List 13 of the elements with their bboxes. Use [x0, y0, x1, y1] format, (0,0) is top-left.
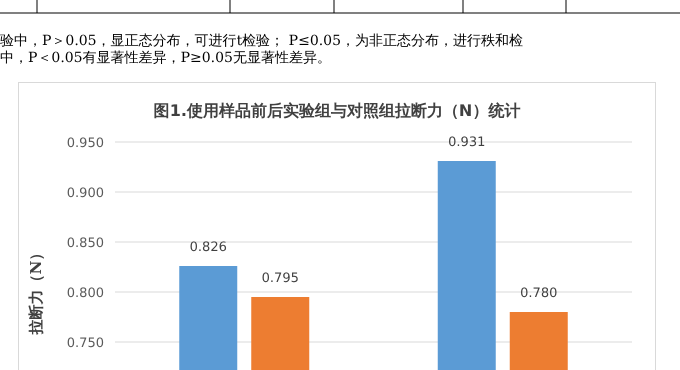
data-label: 0.795: [262, 271, 299, 286]
data-label: 0.780: [520, 286, 558, 301]
y-axis-title: 拉断力（N）: [27, 246, 45, 336]
y-tick-label: 0.850: [66, 236, 104, 251]
y-tick-label: 0.950: [66, 136, 104, 151]
text: 验中，P＞0.05，显正态分布，可进行t检验； P≤0.05，为非正态分布，进行秩和检: [0, 33, 523, 49]
y-tick-label: 0.900: [66, 186, 104, 201]
y-tick-label: 0.750: [66, 336, 104, 351]
data-label: 0.931: [448, 135, 486, 150]
data-label: 0.826: [190, 240, 227, 255]
y-tick-label: 0.800: [66, 286, 104, 301]
chart-title: 图1.使用样品前后实验组与对照组拉断力（N）统计: [154, 101, 520, 120]
text: 中，P＜0.05有显著性差异，P≥0.05无显著性差异。: [0, 50, 331, 66]
